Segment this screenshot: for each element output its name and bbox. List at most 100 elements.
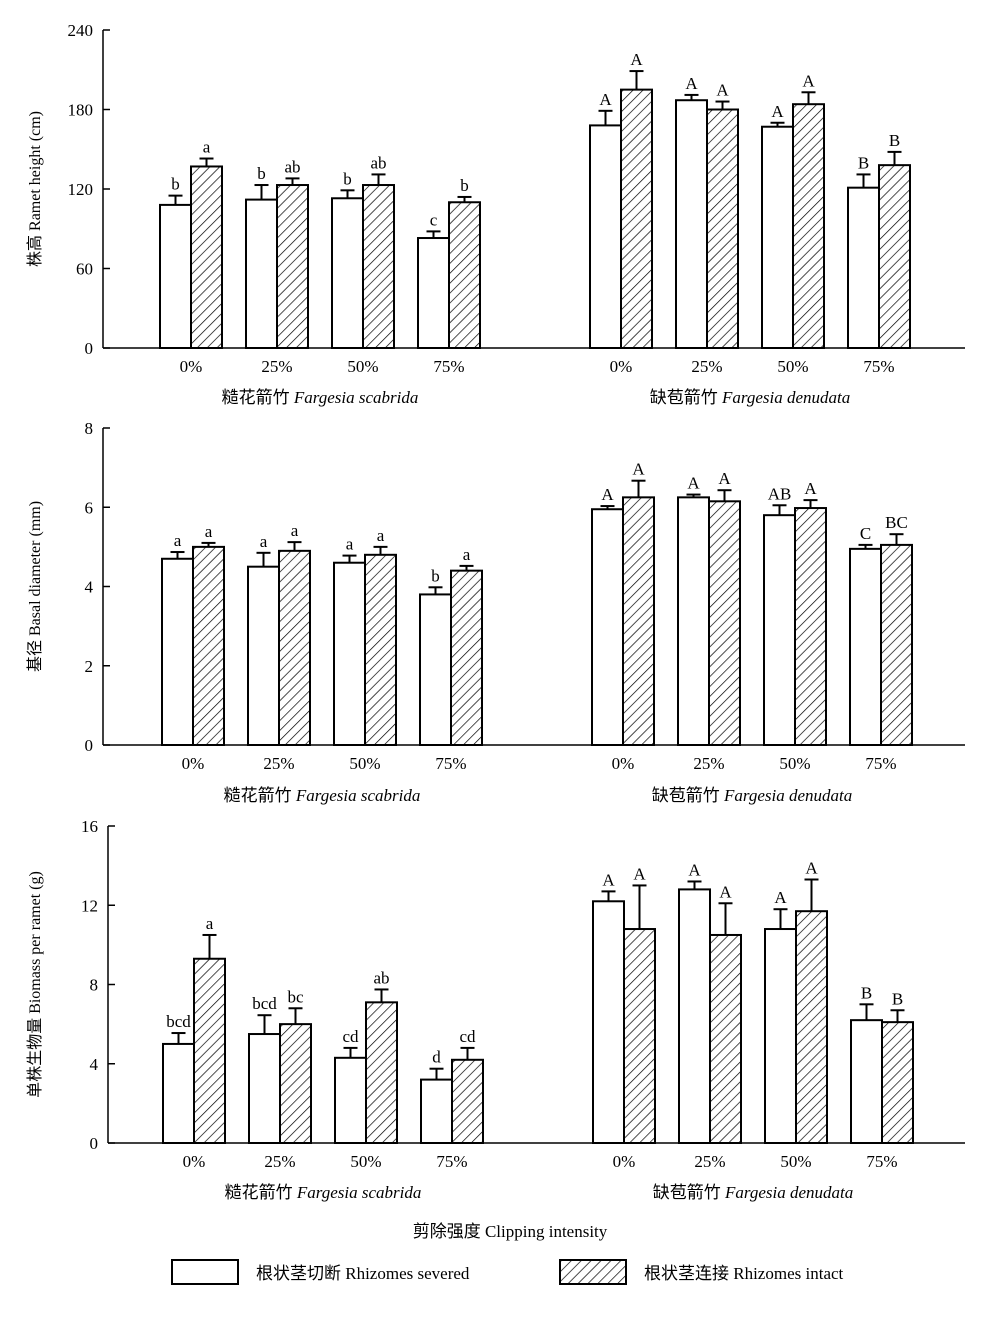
significance-label: ab: [370, 153, 386, 172]
significance-label: B: [861, 983, 872, 1002]
significance-label: A: [805, 858, 818, 877]
bar-intact: [364, 553, 397, 746]
bar-intact: [794, 507, 827, 747]
significance-label: c: [430, 210, 438, 229]
y-tick-label: 0: [90, 1134, 99, 1153]
bar-severed: [420, 1078, 453, 1144]
legend-swatch-severed: [171, 1259, 239, 1285]
bar-severed: [162, 1042, 195, 1144]
significance-label: A: [685, 74, 698, 93]
y-axis-label: 单株生物量 Biomass per ramet (g): [26, 871, 44, 1098]
category-label: 50%: [350, 1152, 381, 1171]
significance-label: b: [257, 164, 266, 183]
significance-label: a: [377, 526, 385, 545]
bar-intact: [620, 88, 653, 349]
bar-severed: [678, 888, 711, 1145]
significance-label: a: [346, 535, 354, 554]
significance-label: A: [774, 888, 787, 907]
significance-label: a: [174, 531, 182, 550]
group-label: 糙花箭竹 Fargesia scabrida: [224, 786, 421, 805]
significance-label: b: [343, 169, 352, 188]
category-label: 50%: [777, 357, 808, 376]
y-tick-label: 120: [68, 180, 94, 199]
significance-label: a: [206, 914, 214, 933]
y-tick-label: 12: [81, 896, 98, 915]
bar-severed: [850, 1019, 883, 1144]
bar-severed: [247, 565, 280, 746]
bar-intact: [365, 1001, 398, 1144]
group-label: 缺苞箭竹 Fargesia denudata: [653, 1183, 854, 1202]
significance-label: cd: [459, 1027, 476, 1046]
bar-intact: [448, 201, 481, 349]
bar-intact: [450, 569, 483, 747]
significance-label: B: [889, 131, 900, 150]
significance-label: a: [205, 522, 213, 541]
significance-label: A: [687, 474, 700, 493]
bar-severed: [591, 508, 624, 747]
bar-severed: [334, 1056, 367, 1145]
significance-label: A: [630, 50, 643, 69]
significance-label: A: [719, 882, 732, 901]
significance-label: d: [432, 1048, 441, 1067]
bar-severed: [248, 1033, 281, 1144]
bar-intact: [622, 496, 655, 746]
category-label: 50%: [349, 754, 380, 773]
category-label: 75%: [436, 1152, 467, 1171]
significance-label: A: [633, 864, 646, 883]
bar-severed: [419, 593, 452, 746]
bar-intact: [878, 164, 911, 349]
y-axis-label: 基径 Basal diameter (mm): [26, 501, 44, 672]
bar-severed: [764, 928, 797, 1145]
bar-intact: [623, 928, 656, 1145]
category-label: 0%: [612, 754, 635, 773]
category-label: 0%: [180, 357, 203, 376]
category-label: 0%: [182, 754, 205, 773]
bar-severed: [331, 197, 364, 349]
significance-label: a: [203, 138, 211, 157]
y-tick-label: 4: [85, 578, 94, 597]
category-label: 25%: [263, 754, 294, 773]
bar-severed: [417, 237, 450, 349]
category-label: 50%: [347, 357, 378, 376]
significance-label: B: [858, 153, 869, 172]
significance-label: A: [716, 81, 729, 100]
y-tick-label: 4: [90, 1055, 99, 1074]
significance-label: bc: [287, 987, 304, 1006]
y-tick-label: 240: [68, 21, 94, 40]
bar-severed: [761, 125, 794, 349]
bar-intact: [451, 1058, 484, 1144]
bar-intact: [792, 103, 825, 349]
significance-label: B: [892, 989, 903, 1008]
significance-label: A: [804, 479, 817, 498]
significance-label: C: [860, 524, 871, 543]
significance-label: a: [260, 532, 268, 551]
bar-intact: [279, 1023, 312, 1144]
category-label: 75%: [435, 754, 466, 773]
bar-severed: [333, 561, 366, 746]
bar-intact: [708, 500, 741, 746]
category-label: 25%: [264, 1152, 295, 1171]
significance-label: cd: [342, 1027, 359, 1046]
chart-panel-2: 0 2 4 6 8 基径 Basal diameter (mm) a a 0% a a 25% a a 50…: [26, 419, 965, 805]
bar-severed: [592, 900, 625, 1144]
group-label: 糙花箭竹 Fargesia scabrida: [222, 388, 419, 407]
significance-label: A: [599, 90, 612, 109]
bar-intact: [192, 545, 225, 746]
y-tick-label: 0: [85, 339, 94, 358]
category-label: 75%: [863, 357, 894, 376]
bar-intact: [880, 543, 913, 746]
y-tick-label: 16: [81, 817, 98, 836]
bar-intact: [709, 933, 742, 1144]
y-tick-label: 2: [85, 657, 94, 676]
y-tick-label: 6: [85, 498, 94, 517]
group-label: 糙花箭竹 Fargesia scabrida: [225, 1183, 422, 1202]
category-label: 25%: [691, 357, 722, 376]
bar-intact: [795, 910, 828, 1144]
significance-label: AB: [768, 484, 792, 503]
bar-severed: [161, 557, 194, 747]
category-label: 25%: [261, 357, 292, 376]
